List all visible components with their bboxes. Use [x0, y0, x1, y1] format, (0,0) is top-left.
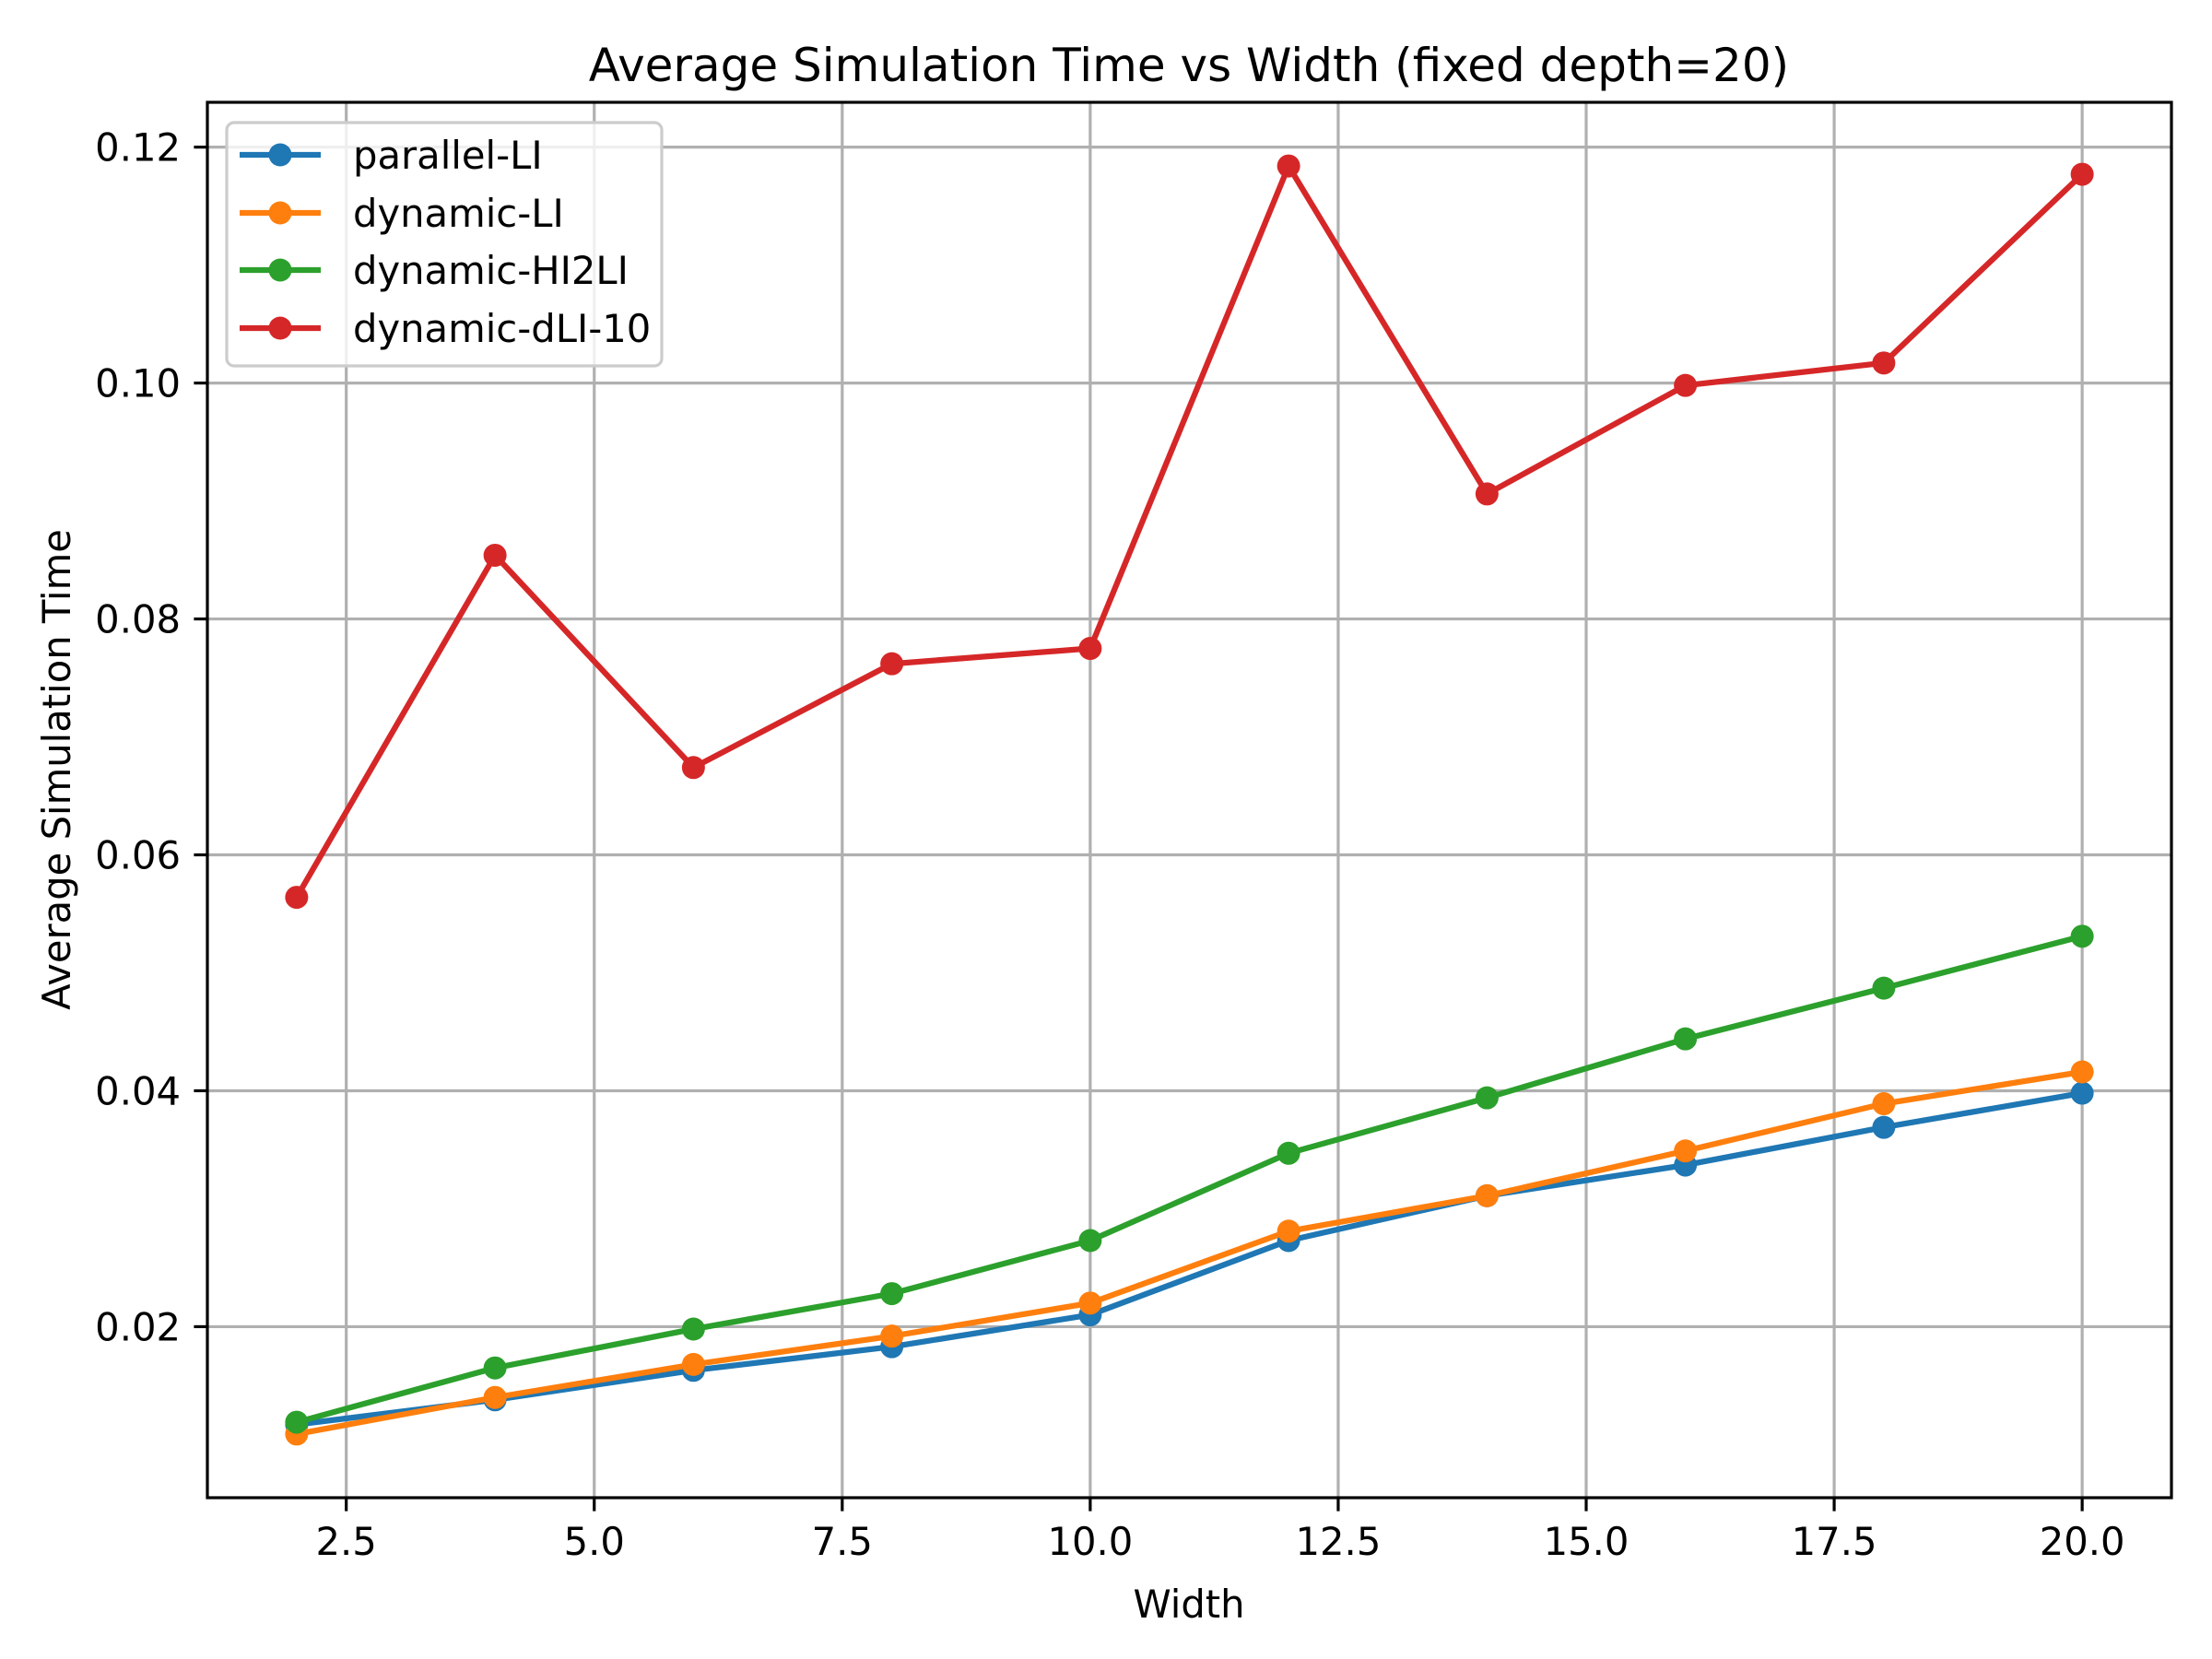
x-tick-label: 12.5	[1296, 1519, 1382, 1564]
data-point	[1277, 1141, 1300, 1165]
x-tick-label: 15.0	[1544, 1519, 1630, 1564]
chart-title: Average Simulation Time vs Width (fixed …	[589, 39, 1789, 92]
series-line	[296, 933, 2083, 1426]
data-point	[2070, 924, 2094, 948]
y-tick-label: 0.08	[95, 597, 181, 642]
data-point	[483, 1385, 507, 1409]
legend-marker	[268, 201, 292, 225]
data-point	[1674, 1027, 1698, 1051]
series-line	[296, 1089, 2083, 1428]
data-point	[483, 543, 507, 567]
y-tick-label: 0.12	[95, 125, 181, 171]
series-dynamic-dLI-10	[285, 154, 2094, 910]
data-point	[1674, 373, 1698, 397]
x-tick-label: 7.5	[812, 1519, 873, 1564]
data-point	[1078, 1291, 1102, 1315]
y-axis: 0.02 0.04 0.06 0.08 0.10 0.12	[95, 125, 207, 1349]
legend-frame	[225, 121, 664, 368]
data-point	[1872, 1092, 1896, 1116]
y-tick-label: 0.02	[95, 1304, 181, 1349]
data-point	[1475, 1183, 1499, 1207]
data-point	[1277, 154, 1300, 178]
y-tick-label: 0.04	[95, 1068, 181, 1113]
data-point	[880, 652, 904, 676]
data-point	[1475, 1086, 1499, 1110]
data-point	[2070, 1081, 2094, 1105]
data-point	[1674, 1139, 1698, 1163]
data-point	[880, 1324, 904, 1348]
legend-marker	[268, 316, 292, 340]
y-tick-label: 0.06	[95, 833, 181, 878]
data-point	[2070, 162, 2094, 186]
x-tick-label: 17.5	[1792, 1519, 1877, 1564]
legend-label: dynamic-LI	[353, 191, 564, 236]
legend: parallel-LI dynamic-LI dynamic-HI2LI dynami…	[225, 121, 664, 368]
x-tick-label: 5.0	[564, 1519, 625, 1564]
data-point	[681, 1317, 705, 1341]
data-point	[1078, 637, 1102, 661]
y-axis-label: Average Simulation Time	[34, 529, 79, 1010]
x-axis: 2.5 5.0 7.5 10.0 12.5 15.0 17.5 20.0	[316, 1498, 2125, 1564]
legend-item: dynamic-dLI-10	[240, 306, 651, 351]
data-point	[681, 756, 705, 780]
data-point	[1872, 1115, 1896, 1139]
data-point	[1872, 351, 1896, 375]
x-tick-label: 10.0	[1047, 1519, 1133, 1564]
legend-label: parallel-LI	[353, 133, 543, 178]
data-point	[2070, 1060, 2094, 1084]
x-tick-label: 20.0	[2040, 1519, 2125, 1564]
series-dynamic-HI2LI	[285, 924, 2094, 1434]
plot-area	[285, 154, 2094, 1446]
data-point	[1872, 976, 1896, 1000]
legend-marker	[268, 143, 292, 167]
data-point	[880, 1282, 904, 1306]
data-point	[681, 1352, 705, 1376]
x-tick-label: 2.5	[316, 1519, 377, 1564]
data-point	[285, 1410, 309, 1434]
grid	[207, 102, 2171, 1498]
data-point	[1475, 482, 1499, 506]
series-line	[296, 1068, 2083, 1437]
y-tick-label: 0.10	[95, 361, 181, 406]
data-point	[1277, 1219, 1300, 1243]
x-axis-label: Width	[1133, 1582, 1244, 1627]
series-dynamic-LI	[285, 1060, 2094, 1446]
data-point	[285, 886, 309, 910]
axes-frame	[206, 100, 2173, 1500]
series-line	[294, 162, 2085, 900]
legend-label: dynamic-HI2LI	[353, 248, 629, 293]
legend-item: dynamic-HI2LI	[240, 248, 629, 293]
data-point	[1078, 1229, 1102, 1253]
legend-item: parallel-LI	[240, 133, 543, 178]
data-point	[483, 1356, 507, 1380]
legend-item: dynamic-LI	[240, 191, 564, 236]
legend-label: dynamic-dLI-10	[353, 306, 651, 351]
legend-marker	[268, 258, 292, 282]
